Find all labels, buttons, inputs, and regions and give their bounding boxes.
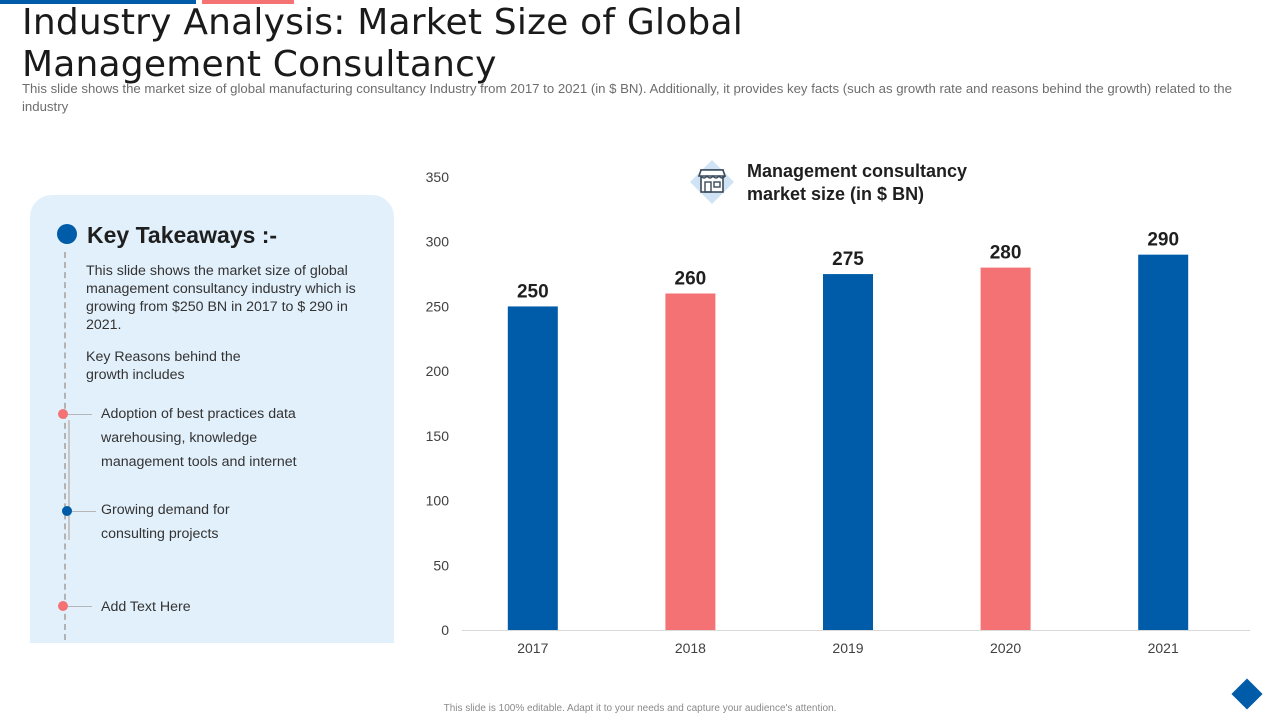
page-title: Industry Analysis: Market Size of Global… [22,2,743,85]
data-label-2020: 280 [990,243,1022,264]
reason-item-3: Add Text Here [101,599,191,615]
data-label-2019: 275 [832,249,864,270]
reason-item-2: Growing demand for consulting projects [101,502,230,542]
top-accent-bar-blue [0,0,196,4]
bullet-connector-3 [68,606,92,607]
x-tick-label-2019: 2019 [832,640,863,656]
y-tick-label: 150 [426,428,450,444]
bullet-connector-1 [68,414,92,415]
x-tick-label-2020: 2020 [990,640,1021,656]
key-takeaways-panel [30,195,394,643]
x-tick-label-2021: 2021 [1148,640,1179,656]
y-tick-label: 350 [426,169,450,185]
data-label-2017: 250 [517,281,549,302]
y-tick-label: 300 [426,234,450,250]
y-tick-label: 250 [426,298,450,314]
top-accent-bar-pink [202,0,294,4]
chart-title: Management consultancy market size (in $… [747,161,968,204]
timeline-solid-line [68,420,70,540]
data-label-2021: 290 [1147,230,1179,251]
bar-2021 [1138,254,1189,630]
data-label-2018: 260 [675,268,707,289]
timeline-dashed-line [64,252,66,640]
y-tick-label: 50 [433,557,449,573]
key-takeaways-heading: Key Takeaways :- [87,222,278,248]
y-tick-label: 100 [426,493,450,509]
bullet-dot-3 [58,601,68,611]
bullet-dot-2 [62,506,72,516]
bar-2020 [980,267,1031,630]
takeaway-paragraph: This slide shows the market size of glob… [86,263,356,333]
x-tick-label-2017: 2017 [517,640,548,656]
x-tick-label-2018: 2018 [675,640,706,656]
reason-item-1: Adoption of best practices data warehous… [101,406,297,470]
reasons-intro: Key Reasons behind the growth includes [86,349,241,383]
bar-2019 [823,274,873,630]
bar-2018 [665,293,716,630]
bullet-dot-1 [58,409,68,419]
store-icon [690,160,734,204]
bar-2017 [507,306,558,630]
footer-note: This slide is 100% editable. Adapt it to… [443,703,837,714]
y-tick-label: 200 [426,363,450,379]
y-tick-label: 0 [441,622,449,638]
page-subtitle: This slide shows the market size of glob… [22,81,1232,114]
bullet-connector-2 [72,511,96,512]
heading-circle-icon [57,224,77,244]
